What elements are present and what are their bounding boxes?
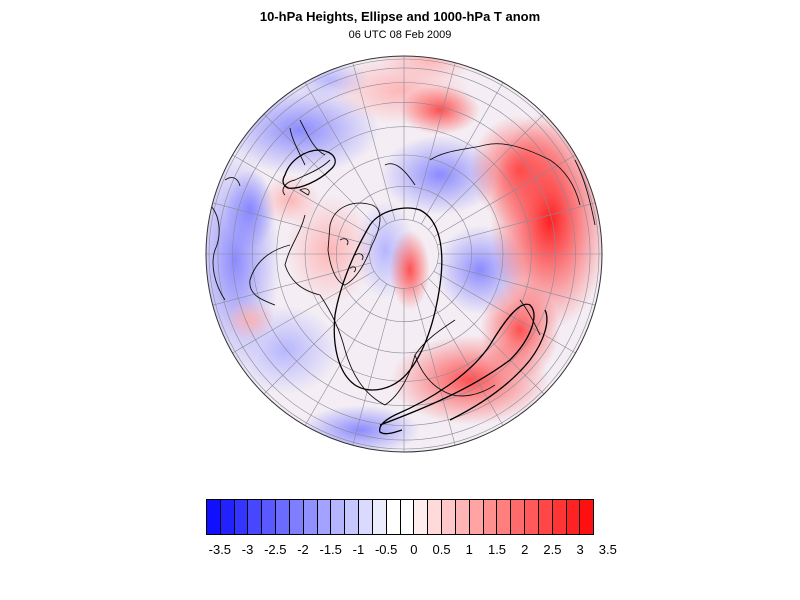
chart-subtitle: 06 UTC 08 Feb 2009 bbox=[348, 29, 452, 41]
colorbar-swatch bbox=[511, 500, 526, 534]
colorbar-swatch bbox=[525, 500, 539, 534]
colorbar-swatch bbox=[220, 500, 235, 534]
colorbar-swatch bbox=[566, 500, 581, 534]
colorbar-swatch bbox=[276, 500, 290, 534]
colorbar-swatch bbox=[303, 500, 318, 534]
colorbar-tick-label: 3 bbox=[576, 542, 584, 557]
colorbar-swatch bbox=[262, 500, 277, 534]
colorbar-swatch bbox=[289, 500, 304, 534]
chart-title: 10-hPa Heights, Ellipse and 1000-hPa T a… bbox=[259, 9, 541, 24]
colorbar-swatch bbox=[497, 500, 512, 534]
colorbar-swatch bbox=[234, 500, 249, 534]
colorbar-boxes bbox=[206, 499, 594, 535]
colorbar-swatch bbox=[317, 500, 332, 534]
colorbar-swatch bbox=[469, 500, 484, 534]
colorbar-tick-label: -0.5 bbox=[374, 542, 398, 557]
colorbar-swatch bbox=[372, 500, 387, 534]
colorbar-tick-label: 1.5 bbox=[487, 542, 507, 557]
colorbar-tick-label: -1 bbox=[352, 542, 365, 557]
colorbar-swatch bbox=[248, 500, 263, 534]
colorbar-swatch bbox=[414, 500, 429, 534]
colorbar bbox=[206, 499, 594, 535]
colorbar-tick-label: 2.5 bbox=[543, 542, 562, 557]
colorbar-tick-label: -3 bbox=[241, 542, 254, 557]
colorbar-swatch bbox=[552, 500, 567, 534]
colorbar-swatch bbox=[345, 500, 360, 534]
colorbar-swatch bbox=[386, 500, 401, 534]
colorbar-tick-label: -1.5 bbox=[319, 542, 342, 557]
colorbar-swatch bbox=[483, 500, 498, 534]
colorbar-swatch bbox=[580, 500, 594, 534]
colorbar-swatch bbox=[207, 500, 221, 534]
colorbar-tick-label: -3.5 bbox=[208, 542, 232, 557]
colorbar-swatch bbox=[455, 500, 470, 534]
height-contours bbox=[282, 149, 548, 435]
colorbar-swatch bbox=[428, 500, 443, 534]
colorbar-swatch bbox=[442, 500, 456, 534]
colorbar-tick-label: -2 bbox=[297, 542, 309, 557]
globe-outline bbox=[205, 55, 603, 453]
colorbar-labels: -3.5 -3 -2.5 -2 -1.5 -1 -0.5 0 0.5 1 1.5 2 2.5 3 3.5 bbox=[206, 542, 617, 560]
lat-lon-grid bbox=[206, 56, 602, 452]
colorbar-swatch bbox=[538, 500, 553, 534]
colorbar-tick-label: 2 bbox=[521, 542, 529, 557]
colorbar-swatch bbox=[359, 500, 373, 534]
colorbar-tick-label: 1 bbox=[465, 542, 473, 557]
colorbar-swatch bbox=[400, 500, 415, 534]
colorbar-tick-label: -2.5 bbox=[264, 542, 287, 557]
colorbar-tick-label: 3.5 bbox=[598, 542, 617, 557]
colorbar-tick-label: 0 bbox=[410, 542, 418, 557]
colorbar-tick-label: 0.5 bbox=[432, 542, 451, 557]
colorbar-swatch bbox=[331, 500, 346, 534]
coastlines bbox=[209, 119, 596, 406]
